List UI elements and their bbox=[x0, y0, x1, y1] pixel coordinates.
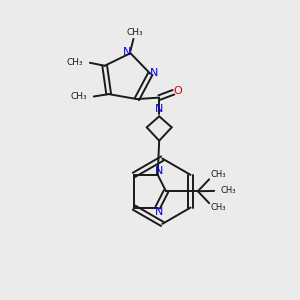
Text: CH₃: CH₃ bbox=[66, 58, 83, 67]
Text: CH₃: CH₃ bbox=[70, 92, 87, 101]
Text: N: N bbox=[150, 68, 158, 78]
Text: N: N bbox=[155, 104, 164, 115]
Text: O: O bbox=[174, 86, 183, 96]
Text: N: N bbox=[155, 207, 164, 217]
Text: CH₃: CH₃ bbox=[211, 203, 226, 212]
Text: CH₃: CH₃ bbox=[126, 28, 143, 38]
Text: CH₃: CH₃ bbox=[220, 186, 236, 195]
Text: CH₃: CH₃ bbox=[211, 170, 226, 179]
Text: N: N bbox=[122, 47, 131, 57]
Text: N: N bbox=[155, 166, 164, 176]
